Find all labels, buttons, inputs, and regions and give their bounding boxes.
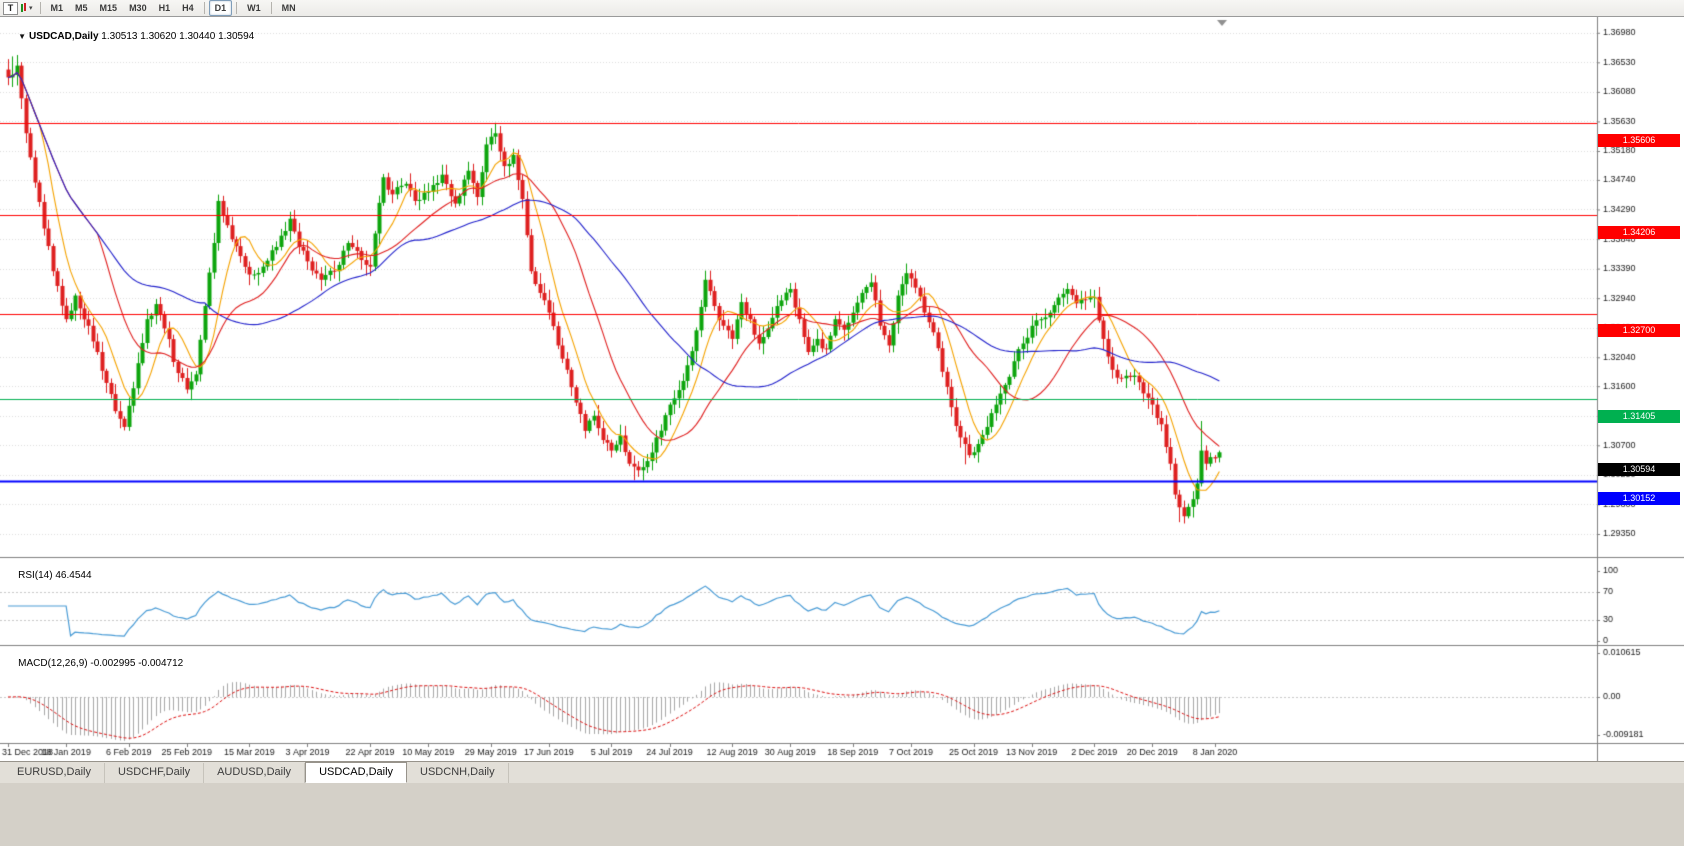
ohlc-values: 1.30513 1.30620 1.30440 1.30594	[101, 31, 255, 42]
resistance-level-badge-2[interactable]: 1.34206	[1598, 225, 1680, 239]
chart-tab-bar: EURUSD,Daily USDCHF,Daily AUDUSD,Daily USDC…	[0, 761, 1684, 783]
rsi-value: 46.4544	[55, 570, 92, 581]
timeframe-button-m30[interactable]: M30	[129, 3, 147, 13]
timeframe-button-mn[interactable]: MN	[281, 3, 296, 13]
toolbar-separator	[270, 2, 272, 14]
tool-t-button[interactable]: T	[3, 1, 18, 15]
timeframe-button-m15[interactable]: M15	[99, 3, 118, 13]
collapse-indicators-icon[interactable]: ▼	[18, 32, 27, 41]
chevron-down-icon: ▾	[29, 5, 33, 12]
price-chart-canvas[interactable]	[0, 17, 1684, 761]
toolbar-separator	[39, 2, 41, 14]
rsi-label: RSI(14)	[18, 570, 53, 581]
resistance-level-badge-3[interactable]: 1.32700	[1598, 324, 1680, 338]
tab-eurusd[interactable]: EURUSD,Daily	[4, 763, 105, 783]
window-background	[0, 783, 1684, 845]
timeframe-button-w1[interactable]: W1	[247, 3, 261, 13]
support-level-badge-5[interactable]: 1.30152	[1598, 491, 1680, 505]
toolbar-separator	[203, 2, 205, 14]
macd-values: -0.002995 -0.004712	[90, 658, 184, 669]
timeframe-button-d1[interactable]: D1	[208, 0, 233, 16]
tab-usdcad[interactable]: USDCAD,Daily	[305, 762, 408, 783]
macd-header: MACD(12,26,9) -0.002995 -0.004712	[7, 647, 183, 680]
timeframe-button-m1[interactable]: M1	[50, 3, 64, 13]
current-price-badge[interactable]: 1.30594	[1598, 462, 1680, 476]
macd-label: MACD(12,26,9)	[18, 658, 88, 669]
tab-usdcnh[interactable]: USDCNH,Daily	[407, 763, 509, 783]
chart-window: ▼ USDCAD,Daily 1.30513 1.30620 1.30440 1.…	[0, 17, 1684, 761]
chart-style-button[interactable]: ▾	[20, 3, 33, 13]
support-level-badge-4[interactable]: 1.31405	[1598, 409, 1680, 423]
tab-audusd[interactable]: AUDUSD,Daily	[204, 763, 306, 783]
timeframe-button-h1[interactable]: H1	[158, 3, 171, 13]
tab-usdchf[interactable]: USDCHF,Daily	[105, 763, 205, 783]
resistance-level-badge-1[interactable]: 1.35606	[1598, 133, 1680, 147]
rsi-header: RSI(14) 46.4544	[7, 559, 92, 592]
candlestick-style-icon	[20, 3, 27, 13]
timeframe-button-h4[interactable]: H4	[182, 3, 194, 13]
toolbar-separator	[236, 2, 238, 14]
symbol-title: USDCAD,Daily	[29, 31, 99, 42]
timeframe-button-m5[interactable]: M5	[75, 3, 88, 13]
chart-ohlc-header: ▼ USDCAD,Daily 1.30513 1.30620 1.30440 1.…	[7, 20, 254, 53]
top-toolbar: T ▾ M1 M5 M15 M30 H1 H4 D1 W1 MN	[0, 0, 1684, 17]
